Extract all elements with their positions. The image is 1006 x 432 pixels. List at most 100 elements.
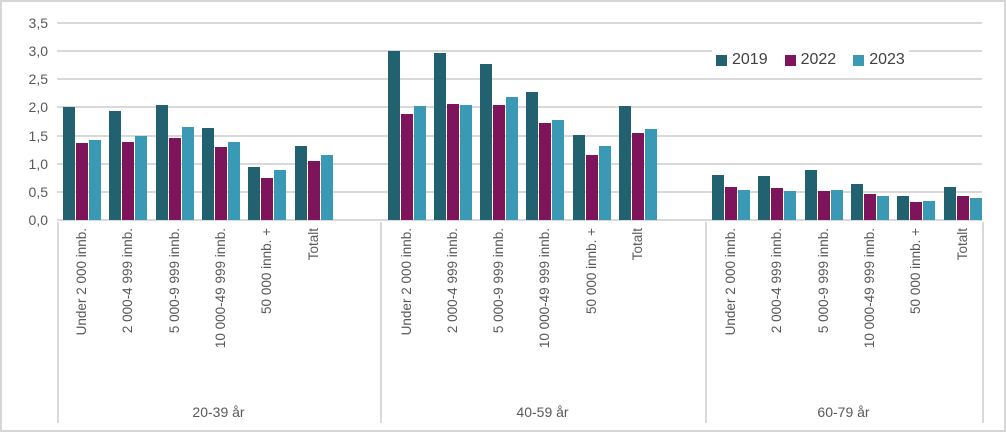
bar-2022	[863, 194, 876, 220]
category-cluster	[619, 106, 657, 220]
legend-label: 2019	[732, 51, 768, 68]
gridline	[57, 22, 982, 24]
bar-2023	[89, 139, 101, 220]
legend-label: 2023	[869, 51, 905, 68]
category-cluster	[294, 145, 333, 220]
bar-2023	[274, 170, 287, 220]
category-cluster	[63, 107, 101, 220]
bar-2023	[413, 105, 426, 220]
gridline	[57, 162, 982, 165]
gridline	[57, 219, 982, 221]
legend-item: 2022	[784, 51, 837, 69]
bar-2022	[122, 141, 135, 220]
category-cluster	[526, 92, 565, 220]
bar-2022	[910, 202, 923, 220]
plot-area	[57, 22, 982, 221]
bar-2019	[572, 135, 585, 220]
bar-2022	[585, 154, 598, 220]
category-cluster	[572, 135, 611, 220]
y-tick-label: 3,0	[28, 43, 48, 60]
category-cluster	[433, 52, 472, 220]
category-cluster	[109, 111, 148, 220]
legend-swatch-2022	[784, 54, 796, 66]
bar-2022	[261, 177, 274, 220]
bar-2023	[645, 128, 657, 220]
gridline	[57, 50, 982, 53]
category-cluster	[201, 128, 240, 220]
category-label: Under 2 000 innb.	[74, 228, 89, 336]
category-cluster	[155, 104, 194, 220]
bar-2019	[63, 107, 75, 220]
bar-2023	[784, 191, 797, 220]
category-cluster	[758, 176, 797, 220]
bar-2022	[817, 190, 830, 220]
y-tick-label: 2,5	[28, 71, 48, 88]
bar-2023	[227, 141, 240, 220]
y-tick-label: 1,0	[28, 155, 48, 172]
y-tick-label: 3,5	[28, 15, 48, 31]
bar-2019	[155, 104, 168, 220]
category-label: 2 000-4 999 innb.	[120, 228, 136, 334]
category-label: 5 000-9 999 innb.	[815, 228, 831, 334]
category-cluster	[943, 187, 982, 220]
bar-2019	[294, 145, 307, 220]
category-label: 10 000-49 999 innb.	[537, 228, 553, 349]
bar-2023	[459, 104, 472, 220]
bar-2019	[480, 63, 493, 220]
bar-2023	[969, 197, 982, 220]
bar-2022	[493, 105, 506, 220]
legend-label: 2022	[800, 51, 837, 68]
bar-2023	[506, 97, 519, 220]
y-tick-label: 1,5	[28, 127, 48, 144]
group-separator-line	[705, 222, 707, 423]
legend-item: 2019	[716, 51, 768, 69]
legend-swatch-2023	[853, 54, 865, 66]
category-label: 50 000 innb. +	[583, 228, 599, 314]
bar-2019	[387, 51, 400, 220]
category-label: Totalt	[630, 228, 645, 261]
legend: 2019 2022 2023	[712, 49, 909, 71]
bar-2022	[725, 187, 737, 220]
bar-2019	[712, 174, 724, 220]
group-label: 20-39 år	[192, 404, 245, 420]
bar-2023	[876, 196, 889, 220]
gridline	[57, 190, 982, 193]
category-label: Totalt	[954, 228, 970, 261]
bar-2019	[109, 111, 122, 220]
category-label: 2 000-4 999 innb.	[769, 228, 785, 334]
bar-2022	[76, 143, 88, 220]
bar-2022	[771, 188, 784, 220]
bar-2019	[619, 106, 631, 220]
category-cluster	[480, 63, 519, 220]
bar-2023	[738, 190, 750, 220]
category-cluster	[712, 174, 750, 220]
category-label: 5 000-9 999 innb.	[166, 228, 182, 334]
category-label: 50 000 innb. +	[259, 228, 275, 314]
bar-2019	[897, 196, 910, 220]
y-tick-label: 0,0	[28, 212, 48, 228]
bar-2019	[850, 183, 863, 220]
bar-2023	[598, 146, 611, 220]
y-tick-label: 2,0	[28, 99, 48, 116]
bar-2022	[632, 133, 644, 220]
bar-2022	[956, 196, 969, 220]
bar-2019	[758, 176, 771, 220]
category-label: Under 2 000 innb.	[723, 228, 738, 336]
category-label: 5 000-9 999 innb.	[491, 228, 507, 334]
group-label: 40-59 år	[516, 404, 569, 420]
category-label: Under 2 000 innb.	[398, 228, 414, 336]
bar-2023	[923, 201, 936, 220]
gridline	[57, 106, 982, 109]
category-cluster	[850, 183, 889, 220]
gridline	[57, 78, 982, 81]
gridline	[57, 134, 982, 137]
bar-2023	[135, 135, 148, 220]
category-label: 10 000-49 999 innb.	[861, 228, 877, 349]
bar-2023	[320, 155, 333, 220]
category-label: 10 000-49 999 innb.	[212, 228, 228, 349]
group-label: 60-79 år	[817, 404, 870, 420]
group-separator-line	[982, 222, 984, 423]
bar-2019	[804, 170, 817, 220]
category-cluster	[248, 167, 287, 220]
